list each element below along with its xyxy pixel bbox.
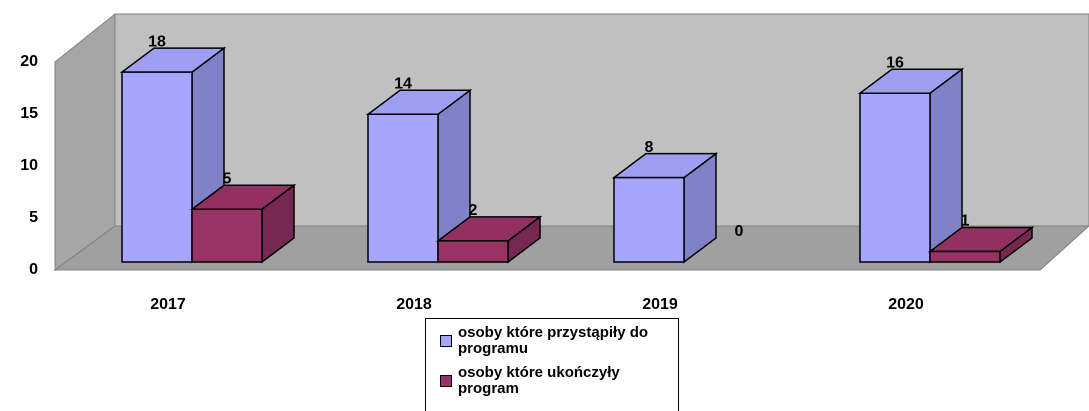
bar bbox=[857, 67, 965, 264]
bar-front bbox=[437, 240, 509, 263]
y-tick-label: 10 bbox=[20, 157, 38, 174]
bar-front bbox=[121, 71, 193, 263]
side-wall bbox=[54, 12, 116, 271]
legend: osoby które przystąpiły do programu osoby… bbox=[425, 318, 679, 411]
bar-front bbox=[367, 113, 439, 263]
y-tick-label: 20 bbox=[20, 53, 38, 70]
y-tick-label: 0 bbox=[29, 261, 38, 278]
data-label: 8 bbox=[645, 139, 654, 156]
data-label: 1 bbox=[961, 213, 970, 230]
floor bbox=[53, 225, 1089, 271]
legend-swatch bbox=[440, 335, 452, 347]
y-tick-label: 15 bbox=[20, 105, 38, 122]
x-tick-label: 2017 bbox=[150, 296, 186, 313]
data-label: 2 bbox=[469, 202, 478, 219]
bar bbox=[611, 152, 719, 264]
data-label: 18 bbox=[148, 33, 166, 50]
data-label: 14 bbox=[394, 76, 412, 93]
legend-swatch bbox=[440, 375, 452, 387]
data-label: 5 bbox=[223, 170, 232, 187]
bar-front bbox=[929, 250, 1001, 263]
bar-front bbox=[859, 92, 931, 263]
x-tick-label: 2019 bbox=[642, 296, 678, 313]
bar-front bbox=[191, 208, 263, 263]
data-label: 0 bbox=[735, 223, 744, 240]
data-label: 16 bbox=[886, 54, 904, 71]
bar bbox=[927, 225, 1035, 264]
legend-label: osoby które przystąpiły do programu bbox=[458, 324, 649, 357]
bar-front bbox=[613, 176, 685, 263]
legend-item: osoby które przystąpiły do programu bbox=[440, 325, 670, 357]
legend-item: osoby które ukończyły program bbox=[440, 365, 670, 397]
y-tick-label: 5 bbox=[29, 209, 38, 226]
x-tick-label: 2018 bbox=[396, 296, 432, 313]
bar bbox=[189, 183, 297, 264]
x-tick-label: 2020 bbox=[888, 296, 924, 313]
bar bbox=[435, 215, 543, 264]
legend-label: osoby które ukończyły program bbox=[458, 364, 620, 397]
bar bbox=[365, 88, 473, 264]
